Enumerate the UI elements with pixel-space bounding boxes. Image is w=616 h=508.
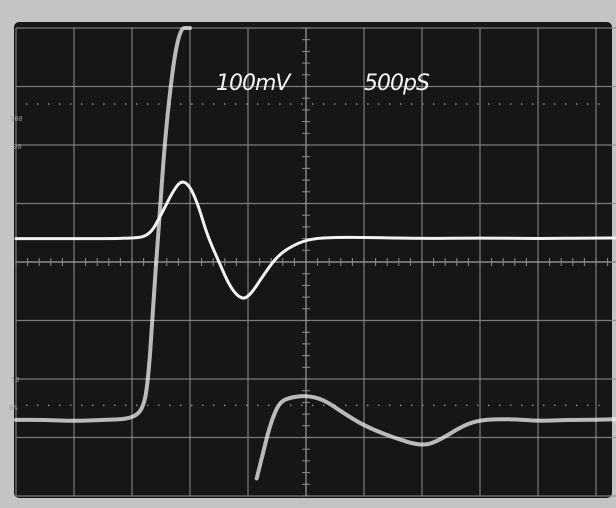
pct-10-label: 10: [11, 376, 19, 384]
series-line-1: [14, 180, 616, 300]
graticule: [15, 27, 616, 497]
pct-0-label: 0%: [9, 404, 18, 412]
crt-screen: [14, 22, 612, 498]
series-line-2: [14, 26, 192, 423]
pct-90-label: 90: [13, 143, 21, 151]
volts-per-div-readout: 100mV: [216, 71, 292, 96]
graticule-labels: 100 90 10 0%: [9, 115, 23, 412]
time-per-div-readout: 500pS: [364, 71, 430, 96]
series-line-3: [254, 394, 616, 481]
traces: [14, 26, 616, 481]
pct-100-label: 100: [10, 115, 23, 123]
